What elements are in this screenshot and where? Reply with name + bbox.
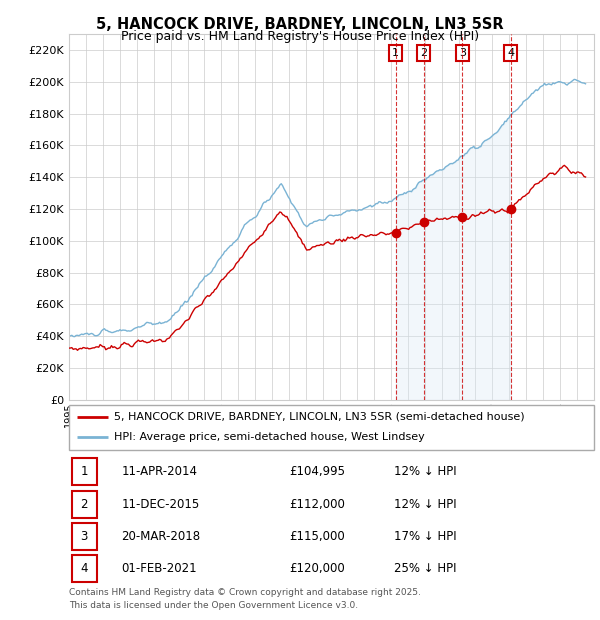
Text: 2: 2 (420, 48, 427, 58)
Text: 1: 1 (80, 466, 88, 478)
Text: 5, HANCOCK DRIVE, BARDNEY, LINCOLN, LN3 5SR: 5, HANCOCK DRIVE, BARDNEY, LINCOLN, LN3 … (96, 17, 504, 32)
Text: 5, HANCOCK DRIVE, BARDNEY, LINCOLN, LN3 5SR (semi-detached house): 5, HANCOCK DRIVE, BARDNEY, LINCOLN, LN3 … (113, 412, 524, 422)
Text: 2: 2 (80, 498, 88, 510)
FancyBboxPatch shape (71, 458, 97, 485)
Text: This data is licensed under the Open Government Licence v3.0.: This data is licensed under the Open Gov… (69, 601, 358, 611)
Text: 3: 3 (80, 530, 88, 542)
Text: 12% ↓ HPI: 12% ↓ HPI (395, 498, 457, 510)
Text: £115,000: £115,000 (290, 530, 345, 542)
FancyBboxPatch shape (71, 490, 97, 518)
Text: 11-APR-2014: 11-APR-2014 (121, 466, 197, 478)
Text: HPI: Average price, semi-detached house, West Lindsey: HPI: Average price, semi-detached house,… (113, 432, 424, 443)
Text: 3: 3 (459, 48, 466, 58)
FancyBboxPatch shape (71, 523, 97, 550)
FancyBboxPatch shape (71, 555, 97, 582)
Text: 4: 4 (507, 48, 514, 58)
Text: 20-MAR-2018: 20-MAR-2018 (121, 530, 200, 542)
Text: £104,995: £104,995 (290, 466, 346, 478)
Text: 25% ↓ HPI: 25% ↓ HPI (395, 562, 457, 575)
Text: 17% ↓ HPI: 17% ↓ HPI (395, 530, 457, 542)
Text: £120,000: £120,000 (290, 562, 345, 575)
Text: 11-DEC-2015: 11-DEC-2015 (121, 498, 200, 510)
Text: 1: 1 (392, 48, 399, 58)
Text: 4: 4 (80, 562, 88, 575)
Text: Contains HM Land Registry data © Crown copyright and database right 2025.: Contains HM Land Registry data © Crown c… (69, 588, 421, 597)
Text: £112,000: £112,000 (290, 498, 346, 510)
Text: 12% ↓ HPI: 12% ↓ HPI (395, 466, 457, 478)
FancyBboxPatch shape (69, 405, 594, 450)
Text: Price paid vs. HM Land Registry's House Price Index (HPI): Price paid vs. HM Land Registry's House … (121, 30, 479, 43)
Text: 01-FEB-2021: 01-FEB-2021 (121, 562, 197, 575)
